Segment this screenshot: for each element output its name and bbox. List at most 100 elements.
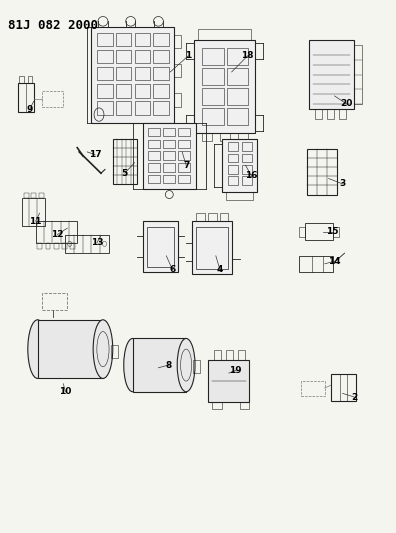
- Bar: [97, 101, 113, 115]
- Bar: [135, 84, 150, 98]
- Text: 2: 2: [351, 393, 358, 401]
- Bar: [37, 243, 42, 249]
- Bar: [154, 33, 169, 46]
- Text: 15: 15: [326, 228, 339, 236]
- Text: 9: 9: [27, 105, 33, 114]
- Bar: [148, 163, 160, 172]
- Bar: [331, 374, 356, 401]
- Bar: [222, 139, 257, 192]
- Bar: [147, 227, 174, 266]
- Text: 6: 6: [169, 265, 175, 273]
- Bar: [143, 123, 196, 189]
- Bar: [228, 142, 238, 151]
- Bar: [242, 154, 252, 162]
- Bar: [208, 213, 217, 221]
- Text: 14: 14: [328, 257, 341, 265]
- Bar: [163, 163, 175, 172]
- Bar: [42, 91, 63, 107]
- Bar: [212, 402, 222, 409]
- Bar: [62, 243, 67, 249]
- Bar: [174, 64, 181, 77]
- Bar: [38, 320, 103, 378]
- Bar: [242, 176, 252, 185]
- Bar: [202, 88, 223, 104]
- Ellipse shape: [177, 338, 195, 392]
- Bar: [242, 165, 252, 174]
- Bar: [198, 29, 251, 40]
- Bar: [133, 338, 186, 392]
- Bar: [299, 227, 305, 237]
- Text: 11: 11: [29, 217, 42, 225]
- Bar: [196, 213, 205, 221]
- Bar: [202, 133, 212, 141]
- Text: 81J 082 2000: 81J 082 2000: [8, 19, 98, 31]
- Bar: [228, 154, 238, 162]
- Bar: [299, 256, 333, 272]
- Bar: [116, 67, 131, 80]
- Bar: [24, 193, 29, 198]
- Bar: [91, 27, 174, 123]
- Bar: [97, 67, 113, 80]
- Ellipse shape: [124, 338, 142, 392]
- Bar: [143, 221, 178, 272]
- Bar: [65, 235, 109, 253]
- Bar: [242, 142, 252, 151]
- Bar: [163, 151, 175, 160]
- Text: 13: 13: [91, 238, 103, 247]
- Bar: [240, 402, 249, 409]
- Bar: [327, 109, 334, 119]
- Bar: [179, 151, 190, 160]
- Bar: [18, 83, 34, 112]
- Bar: [214, 350, 221, 360]
- Bar: [305, 223, 333, 240]
- Bar: [333, 227, 339, 237]
- Bar: [315, 109, 322, 119]
- Bar: [31, 193, 36, 198]
- Bar: [148, 175, 160, 183]
- Bar: [148, 140, 160, 148]
- Bar: [154, 50, 169, 63]
- Bar: [307, 149, 337, 195]
- Text: 10: 10: [59, 387, 72, 396]
- Bar: [22, 198, 45, 226]
- Bar: [116, 101, 131, 115]
- Text: 3: 3: [339, 180, 346, 188]
- Bar: [227, 108, 248, 125]
- Bar: [42, 293, 67, 310]
- Bar: [208, 360, 249, 402]
- Bar: [113, 139, 137, 184]
- Bar: [227, 48, 248, 64]
- Bar: [36, 221, 77, 243]
- Bar: [192, 221, 232, 274]
- Bar: [70, 243, 75, 249]
- Bar: [238, 133, 248, 141]
- Bar: [179, 163, 190, 172]
- Bar: [116, 50, 131, 63]
- Text: 19: 19: [229, 366, 242, 375]
- Bar: [202, 68, 223, 85]
- Bar: [220, 213, 228, 221]
- Text: 4: 4: [217, 265, 223, 273]
- Bar: [163, 140, 175, 148]
- Bar: [220, 133, 230, 141]
- Bar: [135, 50, 150, 63]
- Bar: [226, 350, 233, 360]
- Bar: [54, 243, 59, 249]
- Bar: [301, 381, 325, 396]
- Bar: [309, 40, 354, 109]
- Bar: [135, 33, 150, 46]
- Text: 7: 7: [183, 161, 189, 169]
- Bar: [174, 35, 181, 48]
- Bar: [179, 140, 190, 148]
- Bar: [179, 175, 190, 183]
- Bar: [97, 50, 113, 63]
- Bar: [97, 84, 113, 98]
- Bar: [227, 68, 248, 85]
- Bar: [339, 109, 346, 119]
- Bar: [179, 128, 190, 136]
- Bar: [111, 344, 118, 358]
- Bar: [135, 101, 150, 115]
- Bar: [196, 227, 228, 269]
- Bar: [39, 193, 44, 198]
- Text: 12: 12: [51, 230, 64, 239]
